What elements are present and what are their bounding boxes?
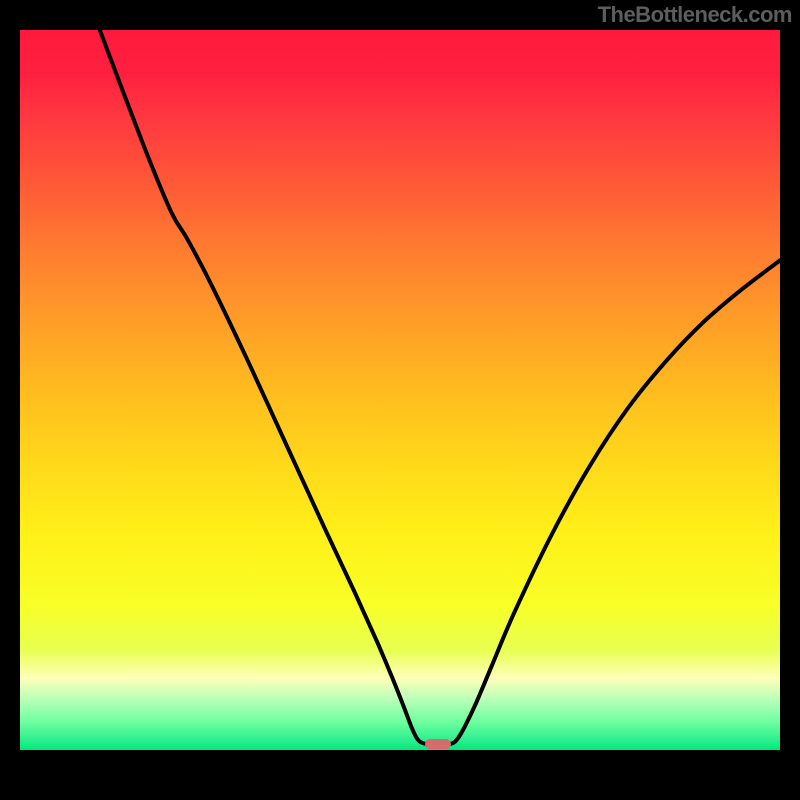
bottleneck-curve <box>20 30 780 750</box>
chart-frame <box>20 30 780 790</box>
x-axis-bar <box>20 750 780 790</box>
optimum-marker <box>425 739 450 749</box>
watermark-text: TheBottleneck.com <box>598 2 792 28</box>
plot-area <box>20 30 780 750</box>
